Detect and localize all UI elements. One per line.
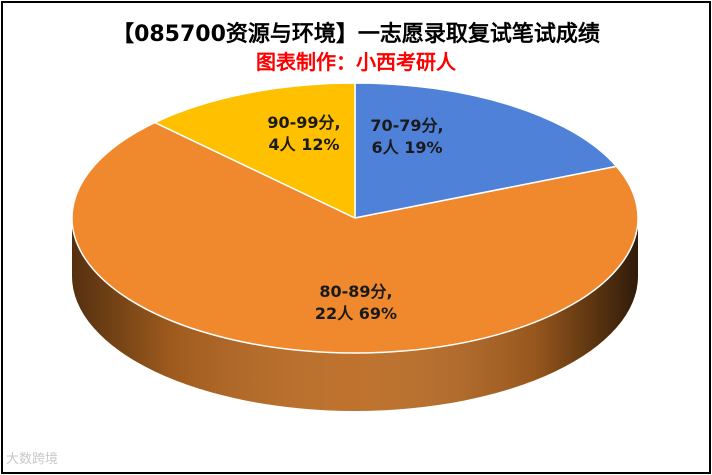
- slice-label-90-99分: 90-99分,: [267, 113, 340, 132]
- chart-subtitle: 图表制作：小西考研人: [256, 50, 456, 74]
- slice-value-80-89分: 22人 69%: [315, 304, 397, 323]
- pie-slice-70-79分: [354, 82, 618, 219]
- slice-value-90-99分: 4人 12%: [268, 135, 339, 154]
- pie-slice-80-89分: [71, 121, 639, 354]
- slice-label-70-79分: 70-79分,: [370, 116, 443, 135]
- chart-title: 【085700资源与环境】一志愿录取复试笔试成绩: [112, 22, 600, 47]
- pie-top-layer: [71, 82, 639, 354]
- pie-labels-layer: 70-79分, 6人 19% 80-89分, 22人 69% 90-99分, 4人 12%: [267, 113, 443, 323]
- pie-side-layer: [72, 218, 638, 411]
- pie-side-shade-80-89分: [72, 218, 638, 411]
- watermark-text: 大数跨境: [6, 452, 59, 467]
- slice-value-70-79分: 6人 19%: [371, 138, 442, 157]
- pie-slice-90-99分: [154, 82, 356, 219]
- slice-label-80-89分: 80-89分,: [319, 282, 392, 301]
